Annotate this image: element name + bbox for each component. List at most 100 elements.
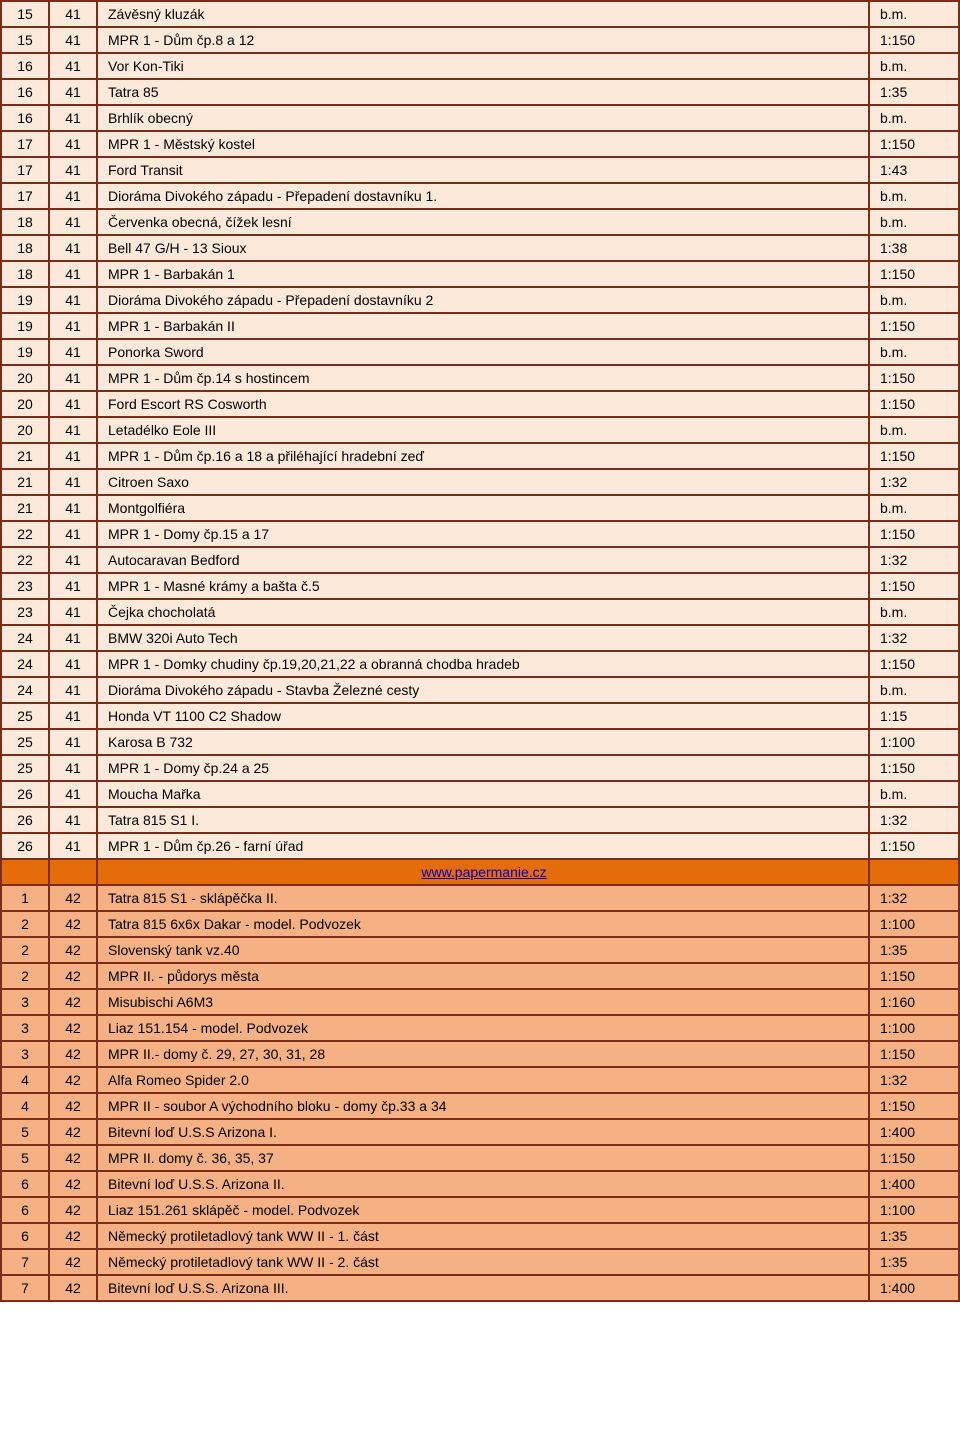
table-row: 2441BMW 320i Auto Tech1:32 [1, 625, 959, 651]
cell-col-a: 19 [1, 287, 49, 313]
table-row: 2041Letadélko Eole IIIb.m. [1, 417, 959, 443]
table-row: 2041MPR 1 - Dům čp.14 s hostincem1:150 [1, 365, 959, 391]
cell-description: Slovenský tank vz.40 [97, 937, 869, 963]
cell-scale: b.m. [869, 677, 959, 703]
data-table: 1541Závěsný kluzákb.m.1541MPR 1 - Dům čp… [0, 0, 960, 1302]
link-cell-empty [869, 859, 959, 885]
cell-description: Německý protiletadlový tank WW II - 1. č… [97, 1223, 869, 1249]
cell-col-a: 18 [1, 261, 49, 287]
table-row: 242Tatra 815 6x6x Dakar - model. Podvoze… [1, 911, 959, 937]
table-row: 142Tatra 815 S1 - sklápěčka II.1:32 [1, 885, 959, 911]
cell-col-b: 41 [49, 677, 97, 703]
table-row: 1541Závěsný kluzákb.m. [1, 1, 959, 27]
cell-description: Moucha Mařka [97, 781, 869, 807]
cell-scale: 1:160 [869, 989, 959, 1015]
cell-scale: 1:150 [869, 313, 959, 339]
cell-scale: 1:35 [869, 937, 959, 963]
table-row: 1541MPR 1 - Dům čp.8 a 121:150 [1, 27, 959, 53]
cell-col-a: 4 [1, 1067, 49, 1093]
cell-description: Citroen Saxo [97, 469, 869, 495]
cell-scale: b.m. [869, 495, 959, 521]
cell-col-b: 41 [49, 833, 97, 859]
cell-col-b: 41 [49, 105, 97, 131]
cell-description: MPR 1 - Barbakán 1 [97, 261, 869, 287]
link-cell[interactable]: www.papermanie.cz [97, 859, 869, 885]
table-row: 1941Ponorka Swordb.m. [1, 339, 959, 365]
cell-description: Vor Kon-Tiki [97, 53, 869, 79]
cell-col-b: 41 [49, 807, 97, 833]
cell-col-b: 41 [49, 443, 97, 469]
link-cell-empty [49, 859, 97, 885]
cell-col-b: 41 [49, 27, 97, 53]
cell-scale: 1:35 [869, 1249, 959, 1275]
cell-description: Ponorka Sword [97, 339, 869, 365]
cell-col-b: 41 [49, 365, 97, 391]
cell-scale: 1:100 [869, 1015, 959, 1041]
cell-description: Německý protiletadlový tank WW II - 2. č… [97, 1249, 869, 1275]
cell-col-a: 18 [1, 235, 49, 261]
cell-col-a: 24 [1, 651, 49, 677]
cell-scale: 1:100 [869, 1197, 959, 1223]
table-row: 1741Dioráma Divokého západu - Přepadení … [1, 183, 959, 209]
cell-col-b: 41 [49, 261, 97, 287]
cell-scale: 1:150 [869, 261, 959, 287]
cell-col-a: 15 [1, 27, 49, 53]
table-row: 1841Červenka obecná, čížek lesníb.m. [1, 209, 959, 235]
cell-scale: 1:32 [869, 625, 959, 651]
cell-col-a: 1 [1, 885, 49, 911]
cell-col-b: 42 [49, 1249, 97, 1275]
cell-scale: b.m. [869, 53, 959, 79]
cell-description: MPR II.- domy č. 29, 27, 30, 31, 28 [97, 1041, 869, 1067]
cell-scale: 1:43 [869, 157, 959, 183]
cell-scale: 1:150 [869, 651, 959, 677]
table-row: 2541MPR 1 - Domy čp.24 a 251:150 [1, 755, 959, 781]
cell-scale: 1:32 [869, 547, 959, 573]
table-row: 1941Dioráma Divokého západu - Přepadení … [1, 287, 959, 313]
cell-description: Dioráma Divokého západu - Přepadení dost… [97, 287, 869, 313]
cell-description: Čejka chocholatá [97, 599, 869, 625]
cell-col-a: 4 [1, 1093, 49, 1119]
cell-scale: 1:38 [869, 235, 959, 261]
cell-col-a: 2 [1, 937, 49, 963]
cell-col-a: 3 [1, 1041, 49, 1067]
cell-col-b: 42 [49, 937, 97, 963]
cell-col-a: 21 [1, 469, 49, 495]
cell-description: Závěsný kluzák [97, 1, 869, 27]
cell-description: Červenka obecná, čížek lesní [97, 209, 869, 235]
cell-scale: 1:150 [869, 1093, 959, 1119]
table-row: 642Německý protiletadlový tank WW II - 1… [1, 1223, 959, 1249]
website-link[interactable]: www.papermanie.cz [421, 864, 546, 880]
cell-col-a: 3 [1, 1015, 49, 1041]
cell-col-a: 26 [1, 833, 49, 859]
cell-description: MPR 1 - Barbakán II [97, 313, 869, 339]
table-row: 242MPR II. - půdorys města1:150 [1, 963, 959, 989]
cell-col-a: 2 [1, 963, 49, 989]
cell-description: Tatra 815 S1 - sklápěčka II. [97, 885, 869, 911]
cell-scale: 1:35 [869, 1223, 959, 1249]
cell-description: Bell 47 G/H - 13 Sioux [97, 235, 869, 261]
cell-col-a: 25 [1, 703, 49, 729]
table-row: 1641Brhlík obecnýb.m. [1, 105, 959, 131]
cell-col-a: 6 [1, 1197, 49, 1223]
cell-col-b: 41 [49, 235, 97, 261]
cell-col-a: 3 [1, 989, 49, 1015]
cell-col-a: 16 [1, 79, 49, 105]
cell-scale: b.m. [869, 339, 959, 365]
cell-col-a: 23 [1, 599, 49, 625]
cell-col-a: 15 [1, 1, 49, 27]
cell-scale: 1:400 [869, 1119, 959, 1145]
cell-scale: b.m. [869, 183, 959, 209]
cell-col-a: 2 [1, 911, 49, 937]
table-row: 2641Tatra 815 S1 I.1:32 [1, 807, 959, 833]
cell-col-a: 19 [1, 339, 49, 365]
cell-description: Montgolfiéra [97, 495, 869, 521]
table-row: 2041Ford Escort RS Cosworth1:150 [1, 391, 959, 417]
cell-col-b: 42 [49, 1067, 97, 1093]
cell-description: Alfa Romeo Spider 2.0 [97, 1067, 869, 1093]
cell-scale: 1:150 [869, 963, 959, 989]
cell-col-b: 41 [49, 495, 97, 521]
cell-description: Ford Transit [97, 157, 869, 183]
cell-scale: 1:150 [869, 521, 959, 547]
table-row: 242Slovenský tank vz.401:35 [1, 937, 959, 963]
cell-col-b: 42 [49, 911, 97, 937]
